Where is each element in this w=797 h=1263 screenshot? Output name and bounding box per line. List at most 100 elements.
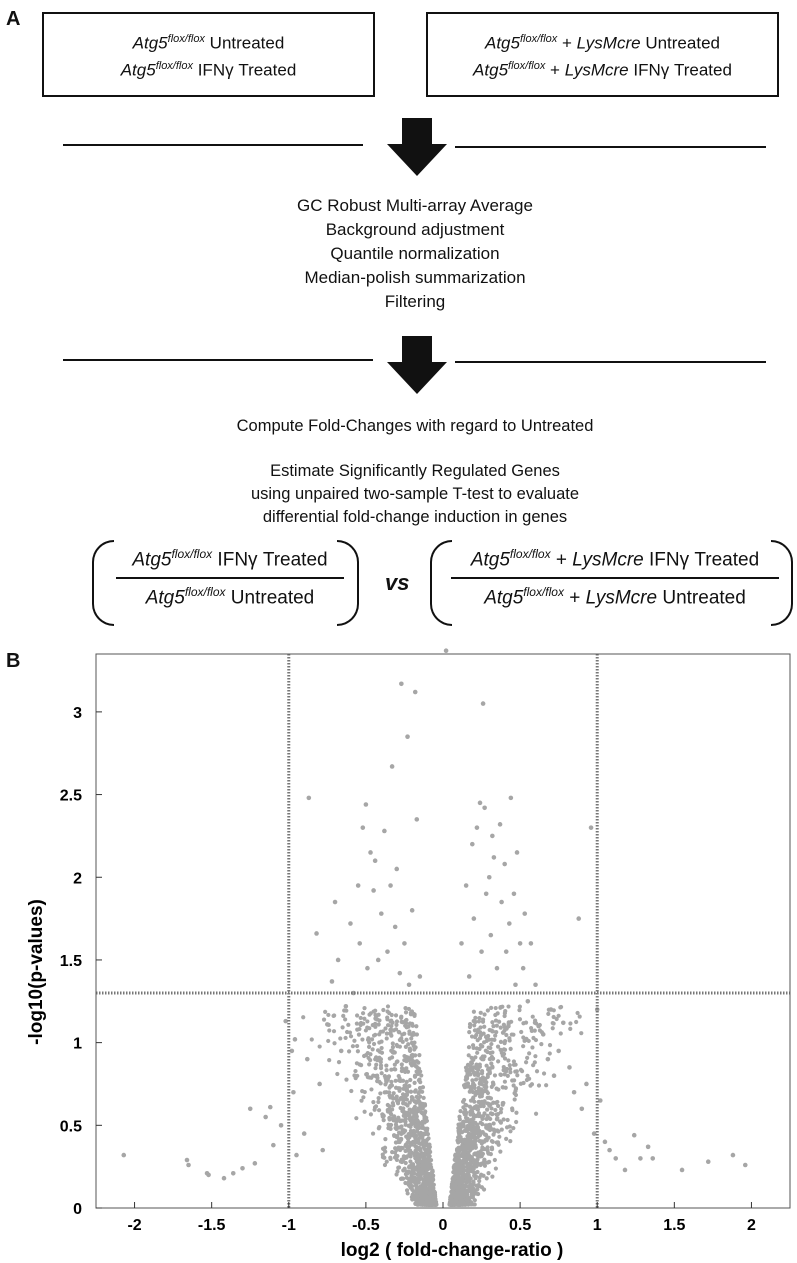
data-point — [403, 1122, 408, 1127]
fraction-numerator: Atg5flox/flox IFNγ Treated — [132, 547, 328, 571]
data-point — [409, 1150, 414, 1155]
data-point — [472, 1162, 477, 1167]
data-point — [371, 1041, 377, 1047]
data-point — [385, 1102, 390, 1108]
data-point — [381, 1147, 387, 1152]
data-point — [412, 1167, 418, 1172]
data-point — [332, 899, 338, 905]
data-point — [497, 1134, 502, 1139]
data-point — [405, 1110, 410, 1115]
data-point — [355, 883, 361, 888]
data-point — [406, 1058, 411, 1063]
data-point — [488, 932, 494, 938]
data-point — [517, 1017, 523, 1022]
data-point — [558, 1031, 563, 1036]
data-point — [466, 1169, 471, 1174]
data-point — [398, 1096, 403, 1101]
data-point — [402, 1096, 407, 1101]
data-point — [554, 1016, 559, 1022]
data-point — [584, 1081, 589, 1087]
data-point — [550, 1026, 555, 1031]
data-point — [469, 1195, 474, 1200]
data-point — [373, 1016, 378, 1021]
data-point — [404, 1087, 410, 1092]
data-point — [470, 1043, 476, 1048]
data-point — [493, 1166, 498, 1171]
processing-steps: GC Robust Multi-array Average Background… — [200, 194, 630, 314]
data-point — [472, 1028, 478, 1033]
data-point — [343, 1017, 348, 1022]
data-point — [481, 1173, 486, 1178]
data-point — [512, 1091, 517, 1096]
data-point — [404, 1037, 409, 1042]
data-point — [404, 1188, 410, 1193]
control-group-box: Atg5flox/flox Untreated Atg5flox/flox IF… — [42, 12, 375, 97]
data-point — [506, 1024, 511, 1029]
data-point — [602, 1139, 608, 1145]
data-point — [467, 1030, 472, 1035]
data-point — [367, 1062, 372, 1067]
data-point — [393, 1013, 399, 1018]
data-point — [470, 1096, 476, 1101]
data-point — [485, 1113, 490, 1118]
data-point — [399, 1062, 404, 1067]
data-point — [473, 1055, 478, 1060]
data-point — [294, 1152, 299, 1158]
data-point — [452, 1157, 457, 1162]
data-point — [321, 1017, 327, 1022]
data-point — [385, 1109, 391, 1114]
data-point — [391, 1050, 396, 1055]
data-point — [475, 1131, 480, 1136]
data-point — [403, 1083, 408, 1088]
box-left-line2: Atg5flox/flox IFNγ Treated — [120, 59, 297, 80]
data-point — [393, 1122, 399, 1127]
data-point — [389, 764, 395, 769]
data-point — [368, 1112, 373, 1117]
data-point — [404, 1017, 409, 1023]
data-point — [408, 1077, 413, 1083]
data-point — [184, 1157, 190, 1163]
divider-line-left-2 — [63, 359, 373, 361]
data-point — [411, 1059, 416, 1064]
data-point — [499, 899, 504, 905]
data-point — [373, 1066, 378, 1071]
data-point — [533, 982, 538, 988]
data-point — [362, 1053, 367, 1059]
data-point — [397, 970, 403, 976]
data-point — [457, 1202, 462, 1207]
data-point — [456, 1152, 461, 1157]
data-point — [361, 1095, 366, 1100]
data-point — [379, 1039, 384, 1044]
data-point — [457, 1114, 462, 1119]
x-tick-label: -1 — [282, 1217, 296, 1234]
data-point — [469, 1132, 474, 1137]
data-point — [471, 1166, 476, 1171]
data-point — [393, 1067, 398, 1072]
data-point — [388, 1027, 394, 1032]
data-point — [398, 1078, 403, 1084]
data-point — [462, 1085, 467, 1090]
data-point — [431, 1182, 436, 1187]
data-point — [292, 1037, 298, 1042]
data-point — [568, 1026, 573, 1032]
data-point — [410, 1096, 415, 1101]
fraction-numerator: Atg5flox/flox + LysMcre IFNγ Treated — [470, 547, 760, 571]
data-point — [536, 1083, 542, 1088]
data-point — [488, 1116, 493, 1122]
data-point — [400, 1145, 405, 1151]
data-point — [453, 1153, 458, 1158]
data-point — [417, 974, 423, 979]
data-point — [306, 795, 312, 801]
data-point — [387, 1056, 392, 1061]
data-point — [413, 1183, 419, 1189]
data-point — [650, 1156, 656, 1161]
data-point — [403, 1010, 409, 1015]
data-point — [409, 908, 415, 913]
data-point — [362, 1016, 367, 1021]
data-point — [388, 1083, 393, 1088]
data-point — [354, 1013, 360, 1018]
data-point — [579, 1031, 584, 1036]
data-point — [469, 1055, 474, 1060]
data-point — [483, 1123, 489, 1128]
data-point — [503, 949, 509, 954]
